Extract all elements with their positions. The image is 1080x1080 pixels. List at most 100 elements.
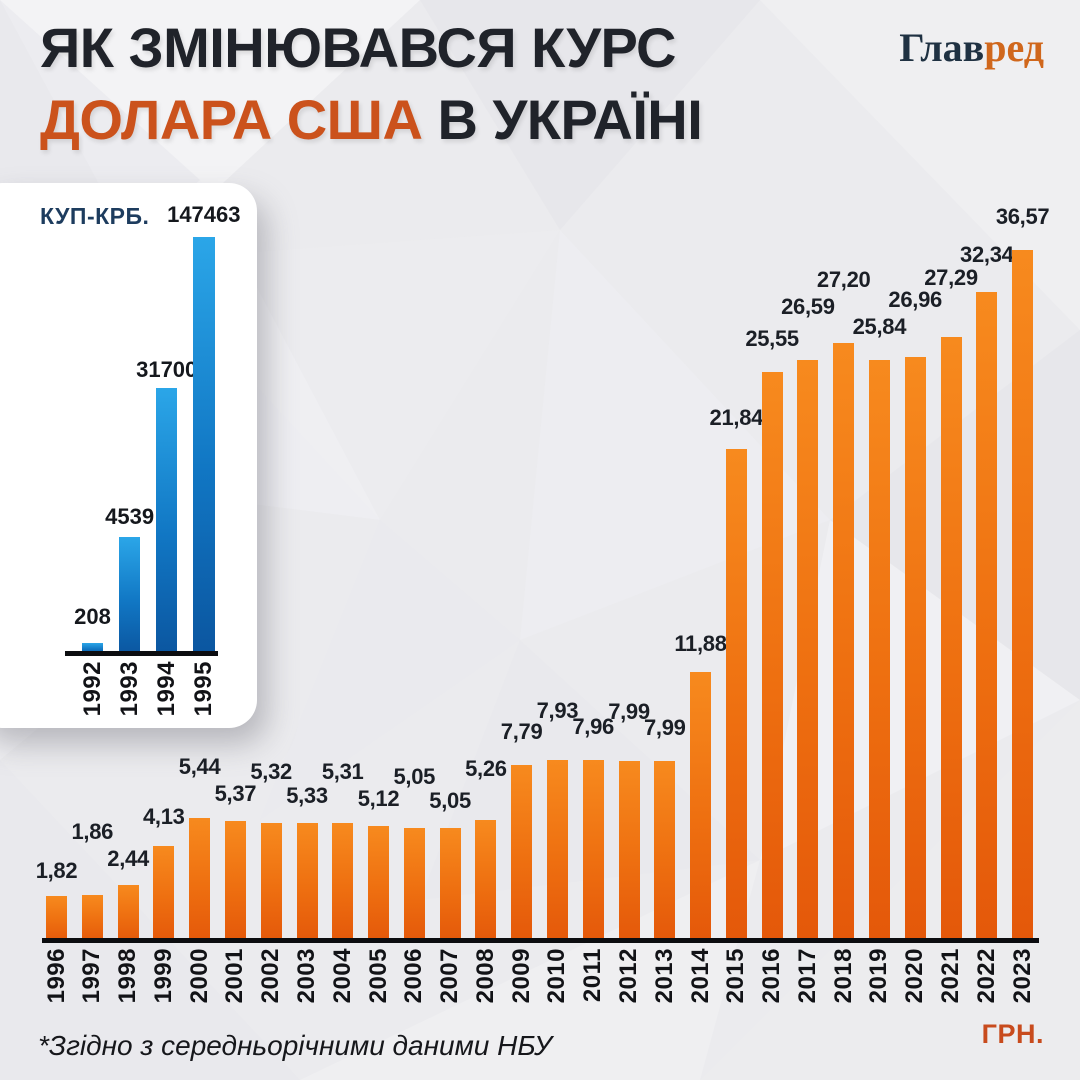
year-label-2004: 2004 (328, 948, 356, 1004)
year-label-2007: 2007 (436, 948, 464, 1004)
year-label-2017: 2017 (793, 948, 821, 1004)
year-label-2020: 2020 (901, 948, 929, 1004)
year-label-1998: 1998 (114, 948, 142, 1004)
title-line2-rest: В УКРАЇНІ (422, 88, 703, 151)
value-label-1997: 1,86 (71, 819, 114, 844)
inset-value-label-1993: 4539 (105, 504, 155, 529)
year-label-2018: 2018 (829, 948, 857, 1004)
year-label-1996: 1996 (42, 948, 70, 1004)
value-label-1996: 1,82 (35, 858, 78, 883)
bar-2009 (511, 765, 533, 942)
value-label-2019: 25,84 (852, 314, 907, 339)
value-label-2023: 36,57 (995, 204, 1050, 229)
bar-1999 (153, 846, 175, 942)
year-label-2001: 2001 (221, 948, 249, 1004)
value-label-2009: 7,79 (500, 719, 543, 744)
value-label-2006: 5,05 (393, 764, 436, 789)
value-label-2017: 26,59 (781, 294, 835, 319)
value-label-2001: 5,37 (214, 781, 257, 806)
bar-2001 (224, 821, 246, 942)
value-label-2012: 7,99 (608, 699, 650, 724)
bar-2008 (475, 820, 497, 942)
year-label-2003: 2003 (293, 948, 320, 1004)
glavred-logo: Главред (899, 24, 1044, 71)
year-label-2015: 2015 (722, 948, 750, 1004)
value-label-2015: 21,84 (709, 405, 764, 430)
bar-2007 (439, 828, 461, 942)
value-label-2021: 27,29 (924, 265, 978, 290)
value-label-2005: 5,12 (357, 786, 400, 811)
bar-2021 (940, 337, 962, 942)
value-label-2003: 5,33 (286, 783, 328, 808)
bar-2020 (904, 357, 926, 942)
bar-1997 (81, 895, 103, 942)
bar-2005 (368, 826, 389, 942)
bar-2011 (582, 760, 604, 942)
value-label-2010: 7,93 (536, 698, 579, 723)
bar-2023 (1012, 250, 1034, 942)
logo-text-orange: ред (984, 25, 1044, 70)
inset-x-axis-line (65, 651, 218, 656)
value-label-2016: 25,55 (745, 326, 799, 351)
inset-bar-1992 (81, 643, 104, 654)
inset-bar-1995 (193, 237, 215, 654)
value-label-2004: 5,31 (321, 759, 364, 784)
year-label-2010: 2010 (543, 948, 571, 1004)
value-label-2022: 32,34 (960, 242, 1014, 267)
bar-2013 (654, 761, 676, 942)
bar-2004 (332, 823, 354, 942)
bar-1998 (117, 885, 139, 942)
inset-chart-card: КУП-КРБ. 208 1992 4539 1993 31700 1994 147463 1… (0, 183, 257, 728)
bar-2014 (690, 672, 711, 942)
title-line2-accent: ДОЛАРА США (40, 88, 423, 151)
page-title: ЯК ЗМІНЮВАВСЯ КУРС ДОЛАРА США В УКРАЇНІ (40, 12, 703, 156)
value-label-1999: 4,13 (142, 804, 185, 829)
year-label-2006: 2006 (400, 948, 428, 1004)
year-label-2008: 2008 (471, 948, 499, 1004)
value-label-1998: 2,44 (107, 846, 149, 871)
value-label-2018: 27,20 (816, 267, 871, 292)
value-label-2000: 5,44 (178, 754, 221, 779)
source-footnote: *Згідно з середньорічними даними НБУ (38, 1030, 552, 1061)
value-label-2002: 5,32 (250, 759, 292, 784)
inset-bar-1993 (118, 537, 141, 654)
value-label-2014: 11,88 (674, 631, 727, 656)
value-label-2020: 26,96 (888, 287, 942, 312)
year-label-2011: 2011 (579, 948, 607, 1003)
year-label-2019: 2019 (865, 948, 893, 1004)
year-label-2002: 2002 (257, 948, 285, 1004)
title-line1: ЯК ЗМІНЮВАВСЯ КУРС (40, 16, 676, 79)
bar-2010 (546, 760, 568, 942)
bar-2022 (976, 292, 998, 942)
year-label-2005: 2005 (364, 948, 392, 1004)
value-label-2007: 5,05 (429, 788, 471, 813)
inset-value-label-1994: 31700 (136, 357, 198, 382)
year-label-2012: 2012 (615, 948, 642, 1004)
logo-text-dark: Глав (899, 25, 985, 70)
year-label-2013: 2013 (650, 948, 678, 1004)
bar-2016 (761, 372, 783, 942)
year-label-2022: 2022 (972, 948, 1000, 1004)
year-label-2021: 2021 (937, 948, 964, 1004)
inset-bar-1994 (155, 388, 178, 654)
bar-2006 (403, 828, 425, 942)
bar-2012 (618, 761, 640, 942)
value-label-2011: 7,96 (572, 714, 614, 739)
year-label-2000: 2000 (185, 948, 213, 1004)
bar-2018 (833, 343, 855, 942)
year-label-2023: 2023 (1008, 948, 1036, 1004)
year-label-2009: 2009 (507, 948, 535, 1004)
year-label-2014: 2014 (686, 948, 714, 1004)
inset-chart-title: КУП-КРБ. (40, 203, 150, 229)
year-label-1999: 1999 (149, 948, 177, 1004)
currency-units-label: ГРН. (981, 1019, 1044, 1049)
inset-value-label-1992: 208 (74, 604, 111, 629)
main-x-axis-line (42, 938, 1039, 943)
bar-2015 (725, 449, 747, 942)
bar-1996 (46, 896, 67, 942)
bar-2017 (797, 360, 819, 942)
year-label-2016: 2016 (758, 948, 786, 1004)
inset-value-label-1995: 147463 (167, 202, 241, 227)
